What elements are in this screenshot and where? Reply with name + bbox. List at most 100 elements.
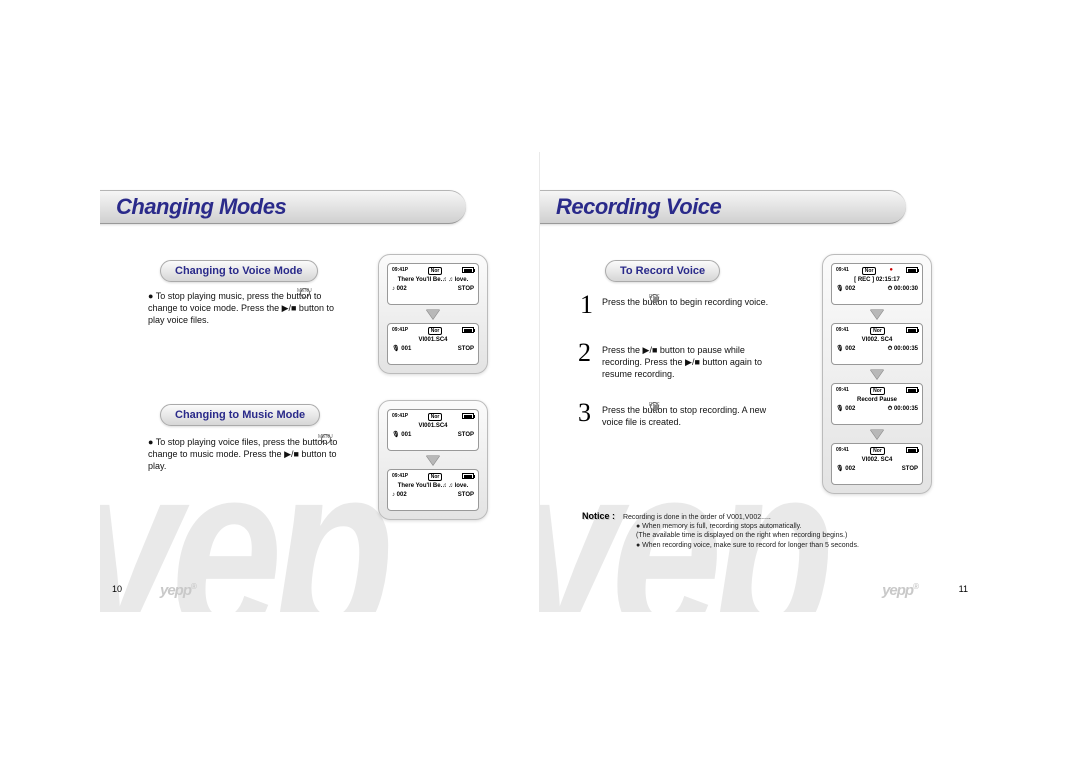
- lcd-status: STOP: [458, 492, 474, 500]
- lcd-mode-chip: Nor: [428, 267, 443, 275]
- menu-button-label: MENU: [297, 288, 312, 295]
- notice-line: ● When memory is full, recording stops a…: [636, 523, 802, 530]
- brand-text: yepp: [160, 582, 191, 599]
- brand-text: yepp: [882, 582, 913, 599]
- lcd-mode-chip: Nor: [862, 267, 877, 275]
- lcd-index: 🎙 001: [392, 346, 411, 354]
- battery-icon: [462, 267, 474, 273]
- lcd-index: ♪ 002: [392, 492, 407, 500]
- lcd-mode-chip: Nor: [870, 447, 885, 455]
- pill-voice-mode: Changing to Voice Mode: [160, 260, 318, 282]
- lcd-screen: 09:41P Nor There You'll Be.♫ ♫ love. ♪ 00…: [387, 469, 479, 511]
- notice-line: Recording is done in the order of V001,V…: [623, 514, 771, 521]
- lcd-mode-chip: Nor: [870, 387, 885, 395]
- pill-record-voice: To Record Voice: [605, 260, 720, 282]
- voice-mode-screens: 09:41P Nor There You'll Be.♫ ♫ love. ♪ 00…: [378, 254, 488, 374]
- lcd-track: There You'll Be.♫ ♫ love.: [392, 483, 474, 491]
- lcd-screen: 09:41P Nor There You'll Be.♫ ♫ love. ♪ 00…: [387, 263, 479, 305]
- lcd-time: 09:41: [836, 267, 849, 275]
- pill-music-mode-label: Changing to Music Mode: [175, 409, 305, 421]
- step-3-text: Press the button to stop recording. A ne…: [602, 404, 782, 428]
- pill-music-mode: Changing to Music Mode: [160, 404, 320, 426]
- pill-voice-mode-label: Changing to Voice Mode: [175, 265, 303, 277]
- left-page-number: 10: [112, 584, 122, 594]
- menu-button-label: MENU: [318, 434, 333, 441]
- lcd-mode-chip: Nor: [428, 473, 443, 481]
- lcd-track: VI001.SC4: [392, 337, 474, 345]
- arrow-down-icon: [426, 455, 440, 465]
- step-2-text: Press the ▶/■ button to pause while reco…: [602, 344, 787, 380]
- lcd-screen: 09:41 Nor Record Pause 🎙 002 ⏱ 00:00:35: [831, 383, 923, 425]
- battery-icon: [906, 447, 918, 453]
- lcd-track: Record Pause: [836, 397, 918, 405]
- lcd-index: 🎙 002: [836, 466, 855, 474]
- lcd-screen: 09:41 Nor ● [ REC ] 02:15:17 🎙 002 ⏱ 00:00:…: [831, 263, 923, 305]
- manual-spread: yep Changing Modes Changing to Voice Mod…: [100, 152, 980, 612]
- left-page: yep Changing Modes Changing to Voice Mod…: [100, 152, 540, 612]
- lcd-time: 09:41: [836, 387, 849, 395]
- battery-icon: [906, 387, 918, 393]
- rec-button-label: REC: [649, 402, 660, 409]
- step-number-1: 1: [580, 290, 593, 320]
- lcd-index: ♪ 002: [392, 286, 407, 294]
- lcd-screen: 09:41P Nor VI001.SC4 🎙 001 STOP: [387, 323, 479, 365]
- lcd-status: STOP: [458, 432, 474, 440]
- music-mode-bullet: ● To stop playing voice files, press the…: [148, 437, 337, 471]
- music-mode-text: ● To stop playing voice files, press the…: [148, 436, 338, 472]
- music-mode-screens: 09:41P Nor VI001.SC4 🎙 001 STOP 09:41P Nor …: [378, 400, 488, 520]
- lcd-index: 🎙 002: [836, 346, 855, 354]
- battery-icon: [462, 473, 474, 479]
- lcd-status: STOP: [902, 466, 918, 474]
- lcd-track: [ REC ] 02:15:17: [836, 277, 918, 285]
- pill-record-voice-label: To Record Voice: [620, 265, 705, 277]
- right-title-banner: Recording Voice: [540, 190, 906, 224]
- lcd-time: 09:41P: [392, 413, 408, 421]
- battery-icon: [906, 327, 918, 333]
- lcd-track: VI001.SC4: [392, 423, 474, 431]
- step-number-2: 2: [578, 338, 591, 368]
- arrow-down-icon: [870, 429, 884, 439]
- lcd-index: 🎙 001: [392, 432, 411, 440]
- voice-mode-text: ● To stop playing music, press the butto…: [148, 290, 338, 326]
- battery-icon: [462, 413, 474, 419]
- lcd-mode-chip: Nor: [428, 327, 443, 335]
- lcd-time: 09:41: [836, 327, 849, 335]
- right-page: yep Recording Voice To Record Voice 1 Pr…: [540, 152, 980, 612]
- notice-label: Notice :: [582, 511, 615, 521]
- lcd-status: ⏱ 00:00:35: [888, 406, 918, 414]
- lcd-status: ⏱ 00:00:35: [888, 346, 918, 354]
- step-3-content: Press the button to stop recording. A ne…: [602, 405, 766, 427]
- left-brand-logo: yepp®: [160, 582, 196, 599]
- lcd-track: There You'll Be.♫ ♫ love.: [392, 277, 474, 285]
- rec-button-label: REC: [649, 294, 660, 301]
- arrow-down-icon: [870, 309, 884, 319]
- step-number-3: 3: [578, 398, 591, 428]
- lcd-track: VI002. SC4: [836, 337, 918, 345]
- rec-led-icon: ●: [889, 267, 893, 275]
- battery-icon: [462, 327, 474, 333]
- lcd-index: 🎙 002: [836, 406, 855, 414]
- notice-line: (The available time is displayed on the …: [636, 532, 847, 539]
- left-title-banner: Changing Modes: [100, 190, 466, 224]
- lcd-time: 09:41P: [392, 267, 408, 275]
- lcd-status: STOP: [458, 346, 474, 354]
- lcd-mode-chip: Nor: [870, 327, 885, 335]
- right-title: Recording Voice: [556, 194, 721, 220]
- step-1-content: Press the button to begin recording voic…: [602, 297, 768, 307]
- lcd-mode-chip: Nor: [428, 413, 443, 421]
- lcd-screen: 09:41 Nor VI002. SC4 🎙 002 STOP: [831, 443, 923, 485]
- left-title: Changing Modes: [116, 194, 286, 220]
- right-page-number: 11: [959, 584, 968, 594]
- lcd-track: VI002. SC4: [836, 457, 918, 465]
- notice-block: Notice : Recording is done in the order …: [582, 510, 952, 551]
- notice-line: ● When recording voice, make sure to rec…: [636, 542, 859, 549]
- right-brand-logo: yepp®: [882, 582, 918, 599]
- lcd-index: 🎙 002: [836, 286, 855, 294]
- lcd-status: ⏱ 00:00:30: [888, 286, 918, 294]
- lcd-time: 09:41: [836, 447, 849, 455]
- lcd-time: 09:41P: [392, 327, 408, 335]
- step-1-text: Press the button to begin recording voic…: [602, 296, 782, 308]
- lcd-screen: 09:41P Nor VI001.SC4 🎙 001 STOP: [387, 409, 479, 451]
- lcd-time: 09:41P: [392, 473, 408, 481]
- record-voice-screens: 09:41 Nor ● [ REC ] 02:15:17 🎙 002 ⏱ 00:00:…: [822, 254, 932, 494]
